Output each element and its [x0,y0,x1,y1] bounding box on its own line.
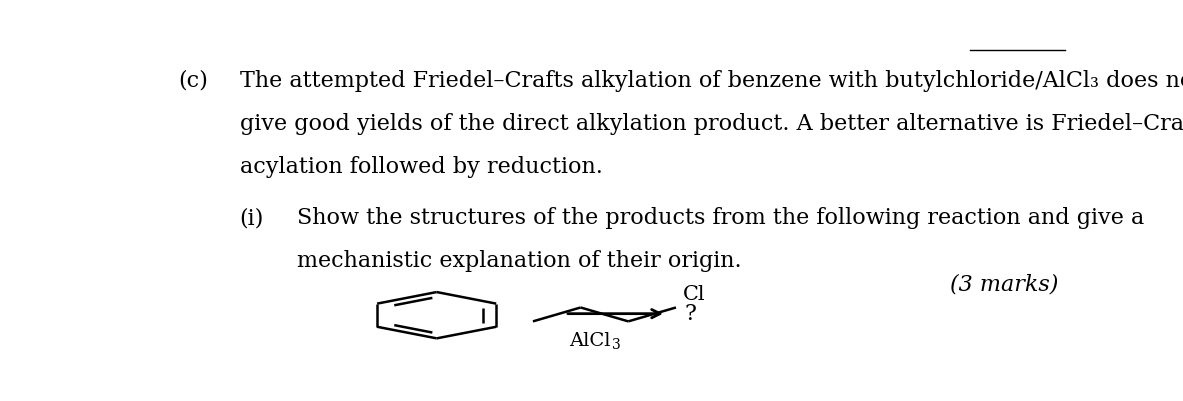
Text: (c): (c) [179,70,208,92]
Text: (3 marks): (3 marks) [950,273,1059,296]
Text: give good yields of the direct alkylation product. A better alternative is Fried: give good yields of the direct alkylatio… [239,113,1183,135]
Text: 3: 3 [612,338,621,352]
Text: Cl: Cl [684,286,706,304]
Text: (i): (i) [239,207,264,229]
Text: The attempted Friedel–Crafts alkylation of benzene with butylchloride/AlCl₃ does: The attempted Friedel–Crafts alkylation … [239,70,1183,92]
Text: AlCl: AlCl [569,332,610,350]
Text: acylation followed by reduction.: acylation followed by reduction. [239,156,602,178]
Text: Show the structures of the products from the following reaction and give a: Show the structures of the products from… [297,207,1145,229]
Text: mechanistic explanation of their origin.: mechanistic explanation of their origin. [297,250,742,272]
Text: ?: ? [684,303,696,325]
